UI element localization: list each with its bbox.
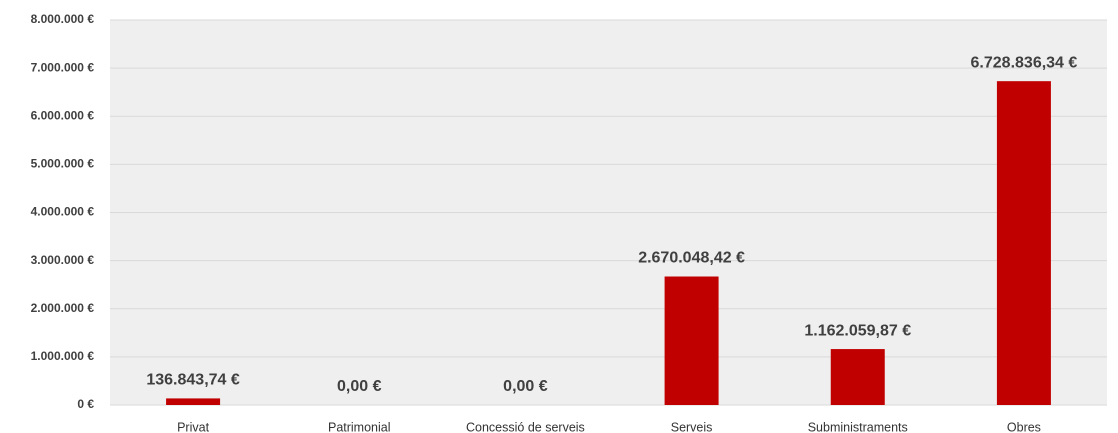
bar bbox=[166, 398, 221, 405]
value-label: 0,00 € bbox=[503, 378, 548, 395]
value-label: 6.728.836,34 € bbox=[971, 54, 1078, 71]
y-tick-label: 1.000.000 € bbox=[31, 349, 95, 363]
y-tick-label: 8.000.000 € bbox=[31, 12, 95, 26]
value-label: 0,00 € bbox=[337, 378, 382, 395]
y-tick-label: 6.000.000 € bbox=[31, 108, 95, 122]
y-tick-label: 7.000.000 € bbox=[31, 60, 95, 74]
x-tick-label: Patrimonial bbox=[328, 420, 391, 433]
bar bbox=[664, 276, 719, 405]
x-tick-label: Concessió de serveis bbox=[466, 420, 585, 433]
y-tick-label: 0 € bbox=[77, 397, 94, 411]
bar bbox=[830, 349, 885, 405]
y-tick-label: 4.000.000 € bbox=[31, 205, 95, 219]
x-tick-label: Privat bbox=[177, 420, 209, 433]
x-tick-label: Serveis bbox=[671, 420, 713, 433]
x-tick-label: Subministraments bbox=[808, 420, 908, 433]
value-label: 136.843,74 € bbox=[146, 372, 240, 389]
y-tick-label: 5.000.000 € bbox=[31, 157, 95, 171]
x-tick-label: Obres bbox=[1007, 420, 1041, 433]
y-tick-label: 3.000.000 € bbox=[31, 253, 95, 267]
value-label: 1.162.059,87 € bbox=[804, 322, 911, 339]
bar bbox=[996, 81, 1051, 406]
y-tick-label: 2.000.000 € bbox=[31, 301, 95, 315]
value-label: 2.670.048,42 € bbox=[638, 250, 745, 267]
